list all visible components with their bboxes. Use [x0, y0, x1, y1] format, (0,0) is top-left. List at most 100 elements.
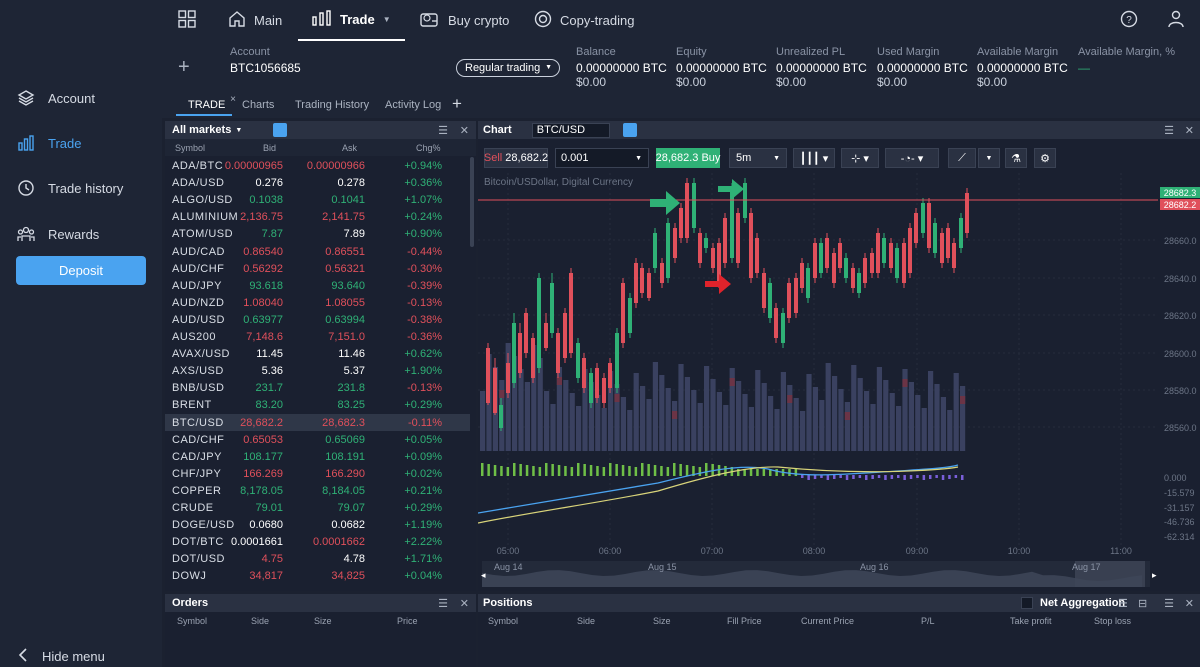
- market-row[interactable]: BNB/USD 231.7 231.8 -0.13%: [165, 379, 470, 396]
- market-ask[interactable]: 0.00000966: [306, 160, 365, 172]
- market-ask[interactable]: 7.89: [343, 228, 365, 241]
- market-row[interactable]: ALUMINIUM 2,136.75 2,141.75 +0.24%: [165, 208, 470, 225]
- col-side[interactable]: Side: [577, 616, 596, 626]
- col-ask[interactable]: Ask: [342, 143, 358, 153]
- market-bid[interactable]: 5.36: [261, 365, 283, 378]
- nav-trade[interactable]: Trade ▼: [298, 0, 405, 41]
- market-ask[interactable]: 166.290: [325, 467, 365, 480]
- market-bid[interactable]: 34,817: [249, 570, 283, 583]
- menu-icon[interactable]: ☰: [438, 124, 448, 137]
- market-row[interactable]: AUS200 7,148.6 7,151.0 -0.36%: [165, 328, 470, 345]
- market-row[interactable]: AUD/NZD 1.08040 1.08055 -0.13%: [165, 294, 470, 311]
- market-bid[interactable]: 0.56292: [243, 262, 283, 275]
- market-row[interactable]: DOWJ 34,817 34,825 +0.04%: [165, 567, 470, 584]
- tab-trade[interactable]: TRADE ×: [176, 94, 236, 116]
- menu-icon[interactable]: ☰: [438, 597, 448, 610]
- market-bid[interactable]: 0.0680: [249, 519, 283, 532]
- market-ask[interactable]: 34,825: [331, 570, 365, 583]
- flask-button[interactable]: ⚗: [1005, 148, 1027, 168]
- market-ask[interactable]: 0.0001662: [313, 536, 365, 549]
- close-icon[interactable]: ✕: [1184, 597, 1194, 610]
- market-ask[interactable]: 108.191: [325, 450, 365, 463]
- market-row[interactable]: ADA/BTC 0.00000965 0.00000966 +0.94%: [165, 157, 470, 174]
- market-bid[interactable]: 1.08040: [243, 296, 283, 309]
- apps-grid-button[interactable]: [178, 0, 196, 40]
- market-ask[interactable]: 7,151.0: [328, 331, 365, 343]
- close-icon[interactable]: ✕: [459, 124, 469, 137]
- profile-button[interactable]: [1168, 0, 1184, 40]
- nav-main[interactable]: Main: [228, 0, 282, 40]
- chart-type-select[interactable]: ┃┃┃ ▾: [793, 148, 835, 168]
- market-row[interactable]: CAD/CHF 0.65053 0.65069 +0.05%: [165, 431, 470, 448]
- market-bid[interactable]: 83.20: [255, 399, 283, 412]
- market-ask[interactable]: 93.640: [331, 279, 365, 292]
- buy-button[interactable]: 28,682.3 Buy: [656, 148, 720, 168]
- market-row[interactable]: CAD/JPY 108.177 108.191 +0.09%: [165, 448, 470, 465]
- market-row[interactable]: AUD/USD 0.63977 0.63994 -0.38%: [165, 311, 470, 328]
- caret-down-icon[interactable]: ▼: [235, 126, 243, 134]
- col-chg[interactable]: Chg%: [416, 143, 441, 153]
- col-fill-price[interactable]: Fill Price: [727, 616, 762, 626]
- market-ask[interactable]: 0.0682: [331, 519, 365, 532]
- list-icon[interactable]: ☰: [1118, 597, 1128, 610]
- market-bid[interactable]: 231.7: [255, 382, 283, 395]
- market-bid[interactable]: 4.75: [261, 553, 283, 566]
- help-button[interactable]: ?: [1120, 0, 1138, 40]
- market-row[interactable]: AUD/JPY 93.618 93.640 -0.39%: [165, 277, 470, 294]
- market-row[interactable]: COPPER 8,178.05 8,184.05 +0.21%: [165, 482, 470, 499]
- col-size[interactable]: Size: [653, 616, 671, 626]
- collapse-icon[interactable]: ⊟: [1138, 597, 1148, 610]
- drawing-tool-dropdown[interactable]: ▼: [978, 148, 1000, 168]
- market-ask[interactable]: 0.86551: [325, 245, 365, 258]
- market-bid[interactable]: 7,148.6: [246, 331, 283, 343]
- tab-trading-history[interactable]: Trading History: [295, 99, 370, 111]
- col-pl[interactable]: P/L: [921, 616, 935, 626]
- col-stop-loss[interactable]: Stop loss: [1094, 616, 1132, 626]
- market-bid[interactable]: 2,136.75: [240, 211, 283, 224]
- market-ask[interactable]: 0.56321: [325, 262, 365, 275]
- symbol-input[interactable]: BTC/USD: [531, 122, 610, 138]
- market-ask[interactable]: 83.25: [337, 399, 365, 412]
- market-ask[interactable]: 4.78: [343, 553, 365, 566]
- market-row[interactable]: ATOM/USD 7.87 7.89 +0.90%: [165, 225, 470, 242]
- market-bid[interactable]: 79.01: [255, 502, 283, 514]
- market-row[interactable]: AUD/CHF 0.56292 0.56321 -0.30%: [165, 260, 470, 277]
- market-ask[interactable]: 2,141.75: [322, 211, 365, 224]
- market-ask[interactable]: 231.8: [337, 382, 365, 395]
- settings-button[interactable]: ⚙: [1034, 148, 1056, 168]
- link-icon[interactable]: [622, 123, 637, 137]
- market-row[interactable]: ADA/USD 0.276 0.278 +0.36%: [165, 174, 470, 191]
- sidebar-item-trade[interactable]: Trade: [16, 133, 81, 153]
- market-bid[interactable]: 0.86540: [243, 245, 283, 258]
- market-bid[interactable]: 0.65053: [243, 433, 283, 446]
- scrollbar[interactable]: [470, 157, 474, 247]
- market-bid[interactable]: 93.618: [249, 279, 283, 292]
- close-icon[interactable]: ×: [230, 94, 236, 105]
- market-row[interactable]: AUD/CAD 0.86540 0.86551 -0.44%: [165, 243, 470, 260]
- hide-menu-button[interactable]: Hide menu: [18, 648, 105, 665]
- market-row[interactable]: CRUDE 79.01 79.07 +0.29%: [165, 499, 470, 516]
- market-bid[interactable]: 8,178.05: [240, 484, 283, 497]
- tab-charts[interactable]: Charts: [242, 99, 275, 111]
- indicators-select[interactable]: ⊹ ▾: [841, 148, 879, 168]
- nav-buy-crypto[interactable]: Buy crypto: [420, 0, 509, 40]
- col-side[interactable]: Side: [251, 616, 270, 626]
- market-row[interactable]: CHF/JPY 166.269 166.290 +0.02%: [165, 465, 470, 482]
- clock-tool-select[interactable]: -◔- ▾: [885, 148, 939, 168]
- market-row[interactable]: BTC/USD 28,682.2 28,682.3 -0.11%: [165, 413, 470, 431]
- market-ask[interactable]: 0.278: [337, 177, 365, 190]
- col-symbol[interactable]: Symbol: [488, 616, 519, 626]
- market-ask[interactable]: 5.37: [343, 365, 365, 378]
- sidebar-item-trade-history[interactable]: Trade history: [16, 178, 123, 198]
- market-ask[interactable]: 0.65069: [325, 433, 365, 446]
- sell-button[interactable]: Sell 28,682.2: [484, 148, 548, 168]
- deposit-button[interactable]: Deposit: [16, 256, 146, 285]
- market-row[interactable]: DOGE/USD 0.0680 0.0682 +1.19%: [165, 516, 470, 533]
- market-row[interactable]: ALGO/USD 0.1038 0.1041 +1.07%: [165, 191, 470, 208]
- link-icon[interactable]: [273, 123, 288, 137]
- menu-icon[interactable]: ☰: [1164, 124, 1174, 137]
- market-bid[interactable]: 0.1038: [249, 194, 283, 207]
- market-ask[interactable]: 8,184.05: [322, 484, 365, 497]
- market-ask[interactable]: 79.07: [337, 502, 365, 514]
- sidebar-item-rewards[interactable]: Rewards: [16, 224, 99, 244]
